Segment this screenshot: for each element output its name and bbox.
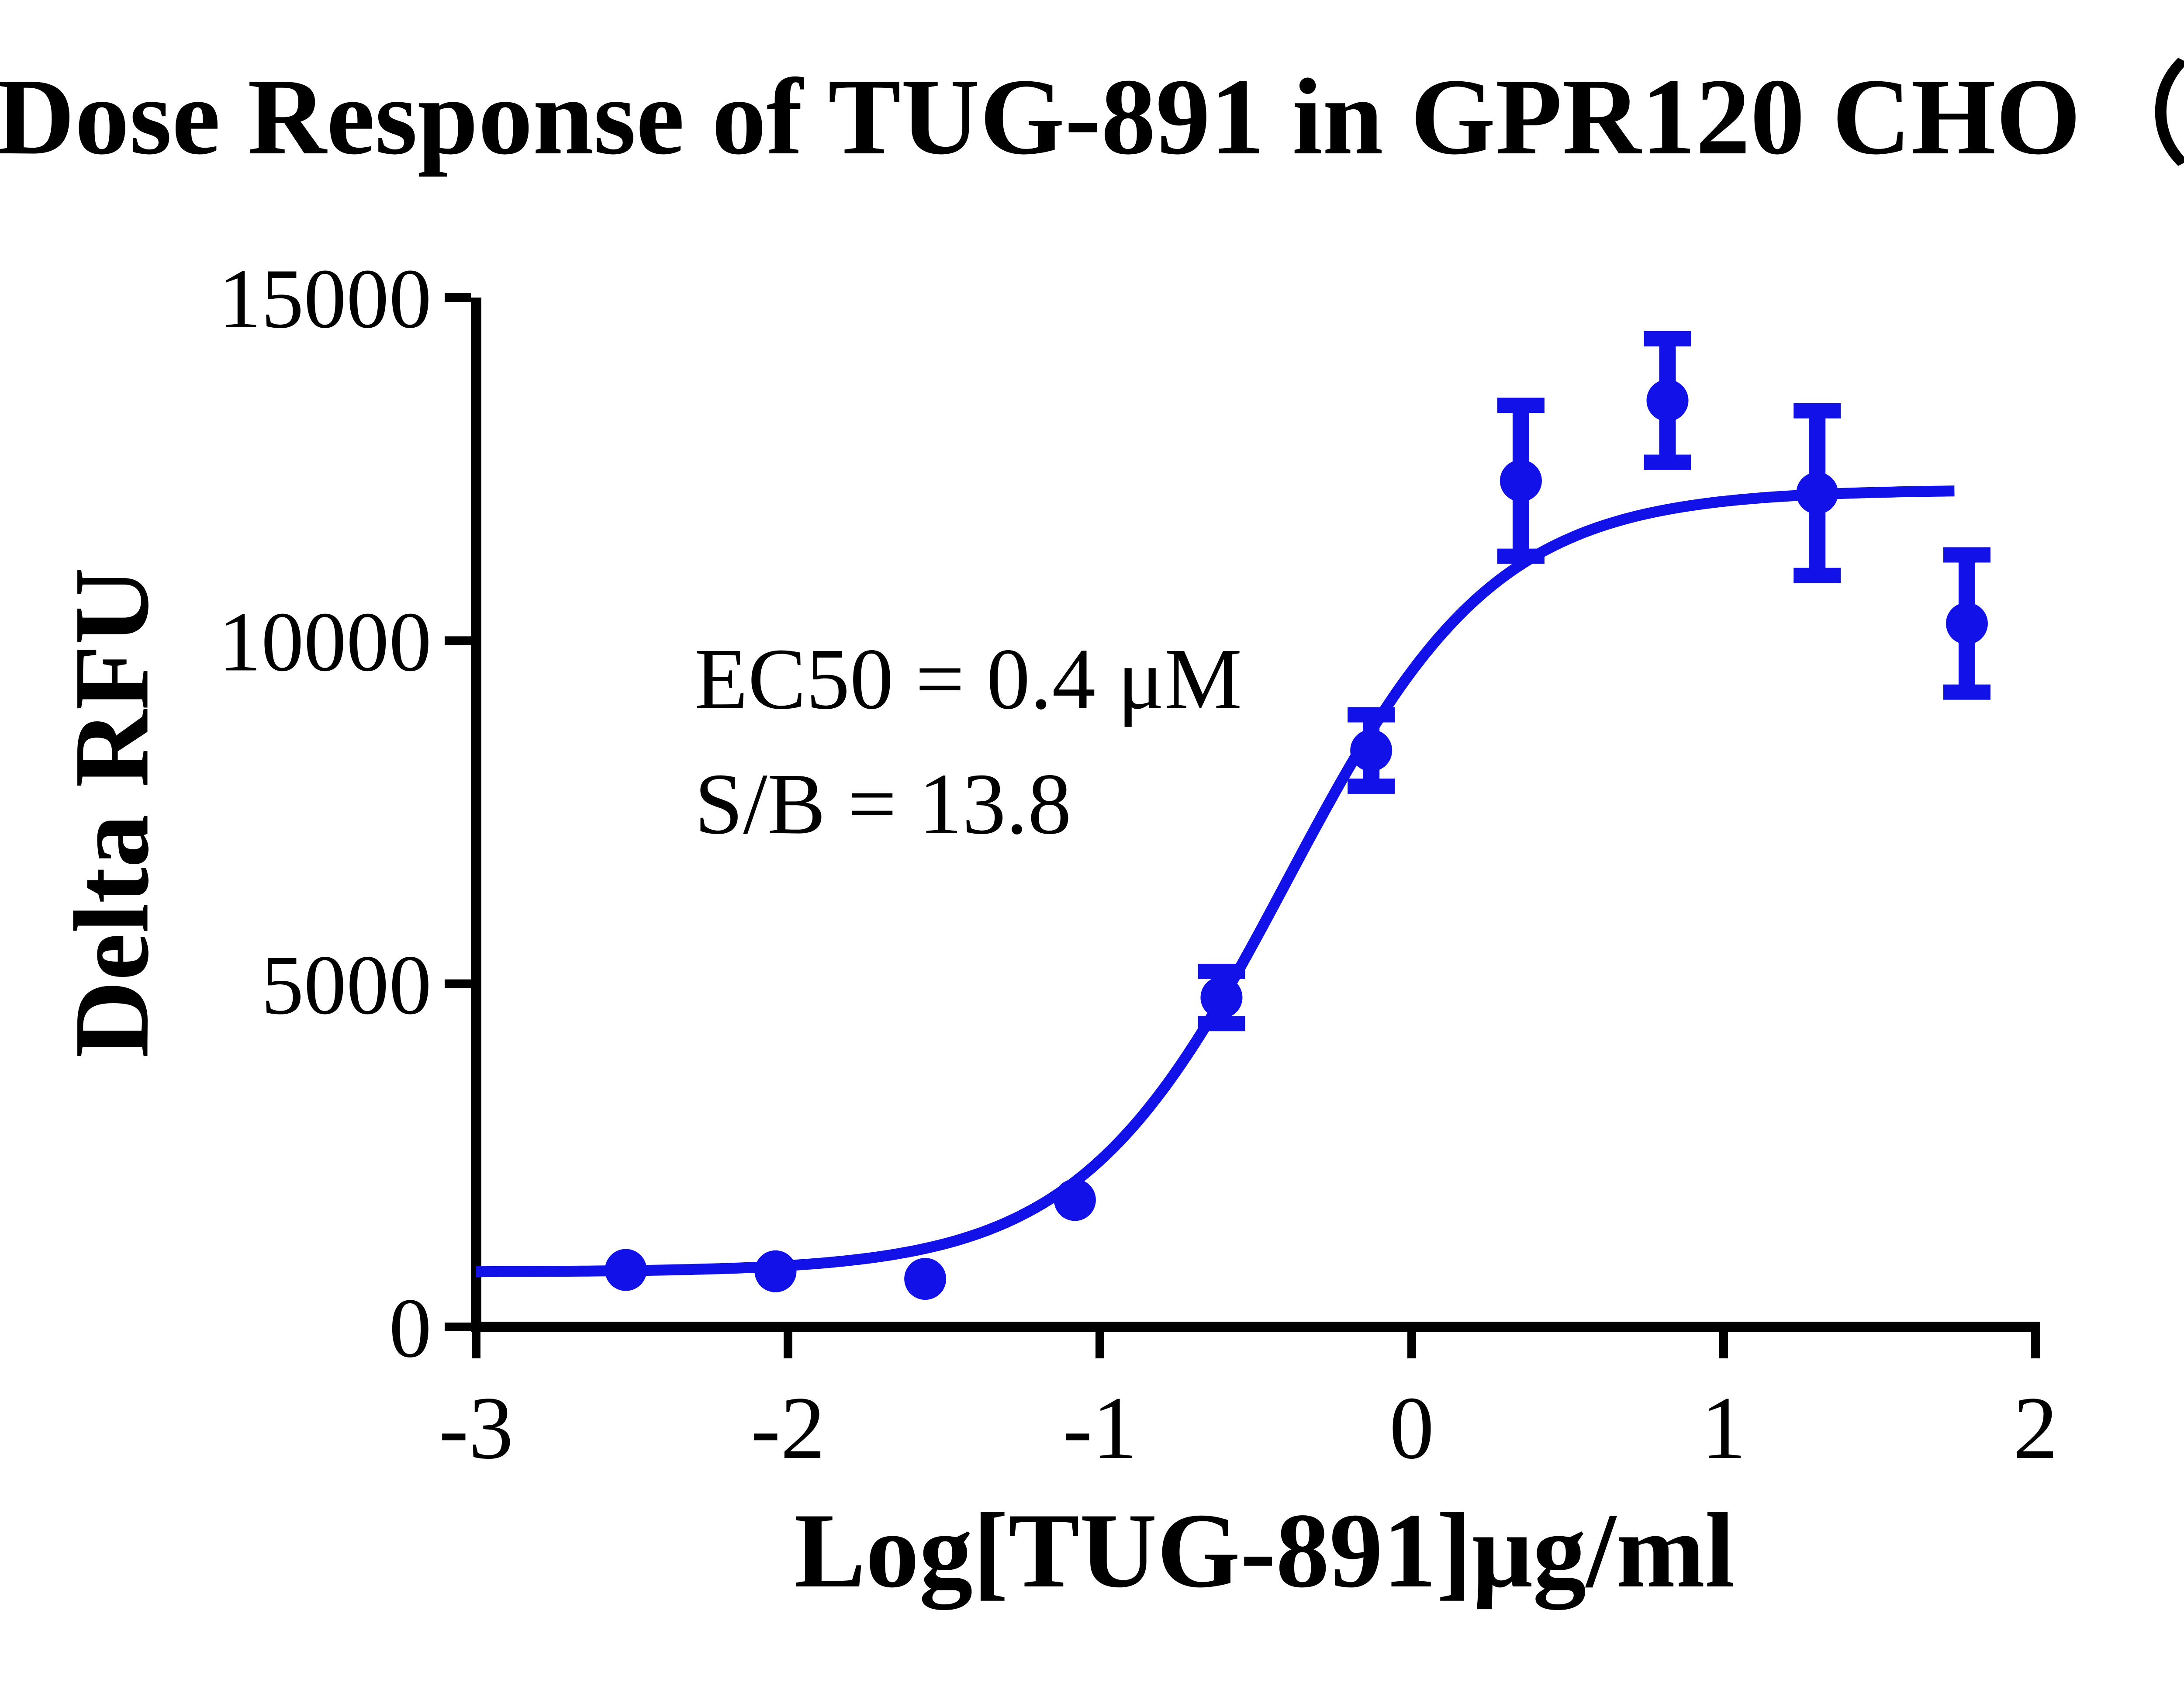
x-tick-label: 0 [1389, 1378, 1434, 1478]
data-point-marker [1646, 379, 1689, 422]
x-tick-label: -2 [751, 1378, 826, 1478]
x-tick-label: -1 [1063, 1378, 1137, 1478]
data-point-marker [1946, 603, 1988, 645]
x-axis-title: Log[TUG-891]μg/ml [794, 1491, 1735, 1610]
data-point-marker [1200, 977, 1243, 1019]
y-tick-label: 5000 [261, 938, 432, 1032]
data-point-marker [1350, 729, 1393, 772]
y-tick-label: 10000 [219, 595, 432, 689]
y-tick-label: 0 [389, 1281, 432, 1375]
data-point-marker [754, 1250, 797, 1292]
ec50-annotation-line: EC50 = 0.4 μM [695, 631, 1242, 727]
data-point-marker [1500, 460, 1542, 502]
x-tick-label: 1 [1701, 1378, 1746, 1478]
fit-annotation: EC50 = 0.4 μM S/B = 13.8 [695, 617, 1242, 867]
data-point-marker [605, 1249, 647, 1291]
x-tick-label: -3 [439, 1378, 514, 1478]
data-point-marker [1054, 1179, 1096, 1221]
y-tick-label: 15000 [219, 252, 432, 346]
fit-curve [476, 485, 1955, 1278]
signal-background-annotation-line: S/B = 13.8 [695, 756, 1071, 852]
data-point-marker [904, 1258, 947, 1300]
x-tick-label: 2 [2013, 1378, 2058, 1478]
chart-title: Dose Response of TUG-891 in GPR120 CHO（C… [0, 56, 2184, 177]
data-point-marker [1796, 472, 1838, 514]
